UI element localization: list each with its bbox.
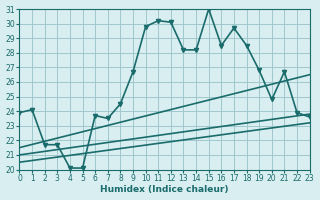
X-axis label: Humidex (Indice chaleur): Humidex (Indice chaleur) bbox=[100, 185, 229, 194]
